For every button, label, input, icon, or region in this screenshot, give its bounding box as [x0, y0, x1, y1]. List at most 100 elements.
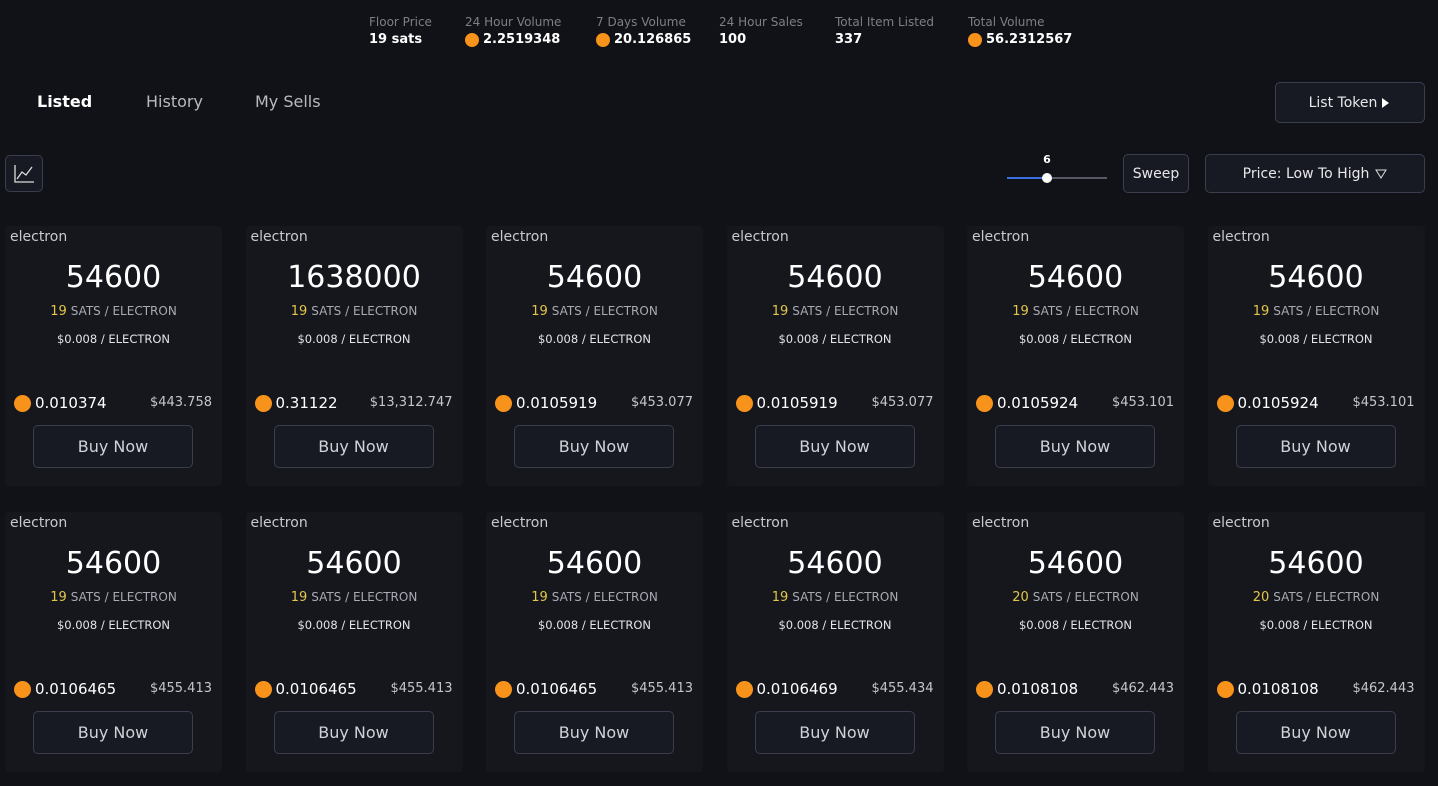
sats-value: 19: [50, 590, 67, 605]
usd-per-token: $0.008 / ELECTRON: [1259, 332, 1373, 346]
sats-per-token: 19 SATS / ELECTRON: [246, 304, 463, 319]
buy-now-button[interactable]: Buy Now: [514, 425, 674, 468]
btc-price: 0.0106465: [495, 680, 597, 698]
amount: 54600: [546, 546, 643, 581]
listing-card: electron 54600 19 SATS / ELECTRON $0.008 / E…: [486, 512, 703, 772]
tab-history[interactable]: History: [146, 92, 203, 111]
usd-price: $455.434: [871, 681, 934, 696]
usd-per-token: $0.008 / ELECTRON: [537, 618, 652, 632]
sats-per-token: 20 SATS / ELECTRON: [1208, 590, 1425, 605]
sats-unit: SATS / ELECTRON: [551, 304, 658, 318]
tab-my-sells[interactable]: My Sells: [255, 92, 321, 111]
usd-per-token: $0.008 / ELECTRON: [297, 618, 411, 632]
stat-value-text: 100: [719, 32, 747, 47]
sats-per-token: 19 SATS / ELECTRON: [486, 590, 703, 605]
stat-label: Floor Price: [369, 15, 432, 29]
usd-per-token: $0.008 / ELECTRON: [1259, 618, 1373, 632]
listing-card: electron 54600 20 SATS / ELECTRON $0.008 / E…: [1207, 512, 1425, 772]
stat-label: 7 Days Volume: [596, 15, 686, 29]
amount: 54600: [1027, 546, 1124, 581]
stat-value: 56.2312567: [968, 32, 1072, 47]
sats-unit: SATS / ELECTRON: [311, 304, 418, 318]
usd-price: $455.413: [390, 681, 453, 696]
buy-now-button[interactable]: Buy Now: [754, 425, 915, 468]
sats-value: 19: [50, 304, 67, 319]
amount: 54600: [65, 546, 162, 581]
stat-label: 24 Hour Volume: [465, 15, 562, 29]
btc-value: 0.0106465: [35, 680, 117, 698]
buy-now-button[interactable]: Buy Now: [273, 711, 434, 754]
ticker: electron: [250, 515, 308, 531]
sats-unit: SATS / ELECTRON: [792, 590, 899, 604]
btc-value: 0.010374: [35, 394, 107, 412]
sats-value: 19: [1252, 304, 1270, 319]
buy-now-button[interactable]: Buy Now: [754, 711, 915, 754]
buy-now-button[interactable]: Buy Now: [33, 425, 193, 468]
btc-icon: [976, 394, 993, 412]
btc-value: 0.0108108: [1237, 680, 1319, 698]
sats-per-token: 19 SATS / ELECTRON: [486, 304, 703, 319]
sats-per-token: 19 SATS / ELECTRON: [967, 304, 1184, 319]
sats-unit: SATS / ELECTRON: [1032, 590, 1139, 604]
stat-value: 100: [719, 32, 746, 47]
ticker: electron: [972, 229, 1030, 245]
sats-value: 20: [1252, 590, 1270, 605]
usd-per-token: $0.008 / ELECTRON: [537, 332, 652, 346]
buy-now-button[interactable]: Buy Now: [1235, 711, 1396, 754]
sort-dropdown[interactable]: Price: Low To High: [1205, 154, 1425, 193]
slider-value: 6: [1043, 153, 1051, 166]
sweep-slider[interactable]: [1005, 170, 1109, 186]
btc-price: 0.0108108: [1216, 680, 1319, 698]
buy-now-button[interactable]: Buy Now: [995, 425, 1155, 468]
sats-unit: SATS / ELECTRON: [1273, 590, 1380, 604]
usd-per-token: $0.008 / ELECTRON: [778, 618, 892, 632]
sats-unit: SATS / ELECTRON: [792, 304, 899, 318]
stat-value: 337: [835, 32, 862, 47]
btc-icon: [596, 32, 610, 47]
usd-price: $453.077: [871, 395, 934, 410]
amount: 54600: [1268, 546, 1364, 581]
stat-value-text: 56.2312567: [986, 32, 1073, 47]
sats-value: 19: [771, 590, 789, 605]
buy-now-button[interactable]: Buy Now: [995, 711, 1155, 754]
ticker: electron: [10, 515, 68, 531]
stat-value: 2.2519348: [465, 32, 560, 47]
sats-value: 19: [1012, 304, 1029, 319]
usd-per-token: $0.008 / ELECTRON: [56, 618, 171, 632]
stat-value: 20.126865: [596, 32, 691, 47]
sats-value: 19: [290, 304, 308, 319]
btc-value: 0.0108108: [997, 680, 1079, 698]
sats-unit: SATS / ELECTRON: [1273, 304, 1380, 318]
btc-price: 0.0106465: [14, 680, 116, 698]
buy-now-button[interactable]: Buy Now: [33, 711, 193, 754]
sweep-button[interactable]: Sweep: [1123, 154, 1189, 193]
usd-price: $13,312.747: [369, 395, 453, 410]
chart-toggle[interactable]: [5, 155, 43, 192]
listing-card: electron 54600 19 SATS / ELECTRON $0.008 / E…: [726, 512, 944, 772]
listing-card: electron 1638000 19 SATS / ELECTRON $0.008 /…: [245, 226, 463, 486]
btc-icon: [968, 32, 982, 47]
btc-price: 0.010374: [14, 394, 107, 412]
amount: 54600: [546, 260, 643, 295]
buy-now-button[interactable]: Buy Now: [1235, 425, 1396, 468]
buy-now-button[interactable]: Buy Now: [514, 711, 674, 754]
btc-icon: [14, 680, 31, 698]
ticker: electron: [731, 229, 789, 245]
buy-now-button[interactable]: Buy Now: [273, 425, 434, 468]
stat-label: 24 Hour Sales: [719, 15, 803, 29]
amount: 54600: [1268, 260, 1364, 295]
tab-listed[interactable]: Listed: [37, 92, 93, 111]
btc-icon: [495, 394, 512, 412]
stat-value-text: 2.2519348: [483, 32, 561, 47]
list-token-button[interactable]: List Token: [1275, 82, 1425, 123]
dropdown-icon: [1375, 169, 1388, 179]
btc-icon: [735, 680, 753, 698]
ticker: electron: [250, 229, 308, 245]
amount: 1638000: [287, 260, 421, 295]
btc-icon: [254, 680, 272, 698]
chart-icon: [14, 164, 34, 183]
sats-value: 19: [531, 304, 548, 319]
listing-card: electron 54600 19 SATS / ELECTRON $0.008 / E…: [726, 226, 944, 486]
btc-value: 0.0105919: [756, 394, 838, 412]
